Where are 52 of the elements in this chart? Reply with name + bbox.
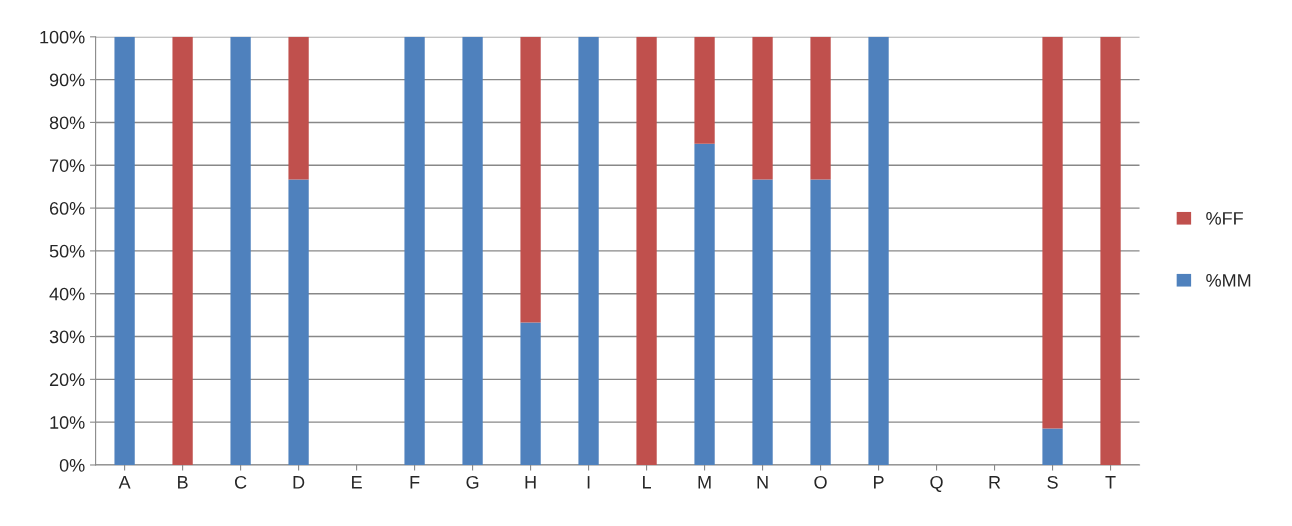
x-tick-label: H: [525, 476, 536, 489]
y-tick-label: 50%: [49, 244, 85, 258]
bar: [694, 143, 715, 465]
bar: [172, 36, 193, 465]
y-tick-label: 60%: [49, 202, 85, 215]
bar: [752, 179, 773, 465]
y-tick-label: 80%: [49, 116, 85, 130]
y-tick-label: 0%: [59, 458, 85, 472]
bar: [520, 322, 541, 465]
x-tick-label: B: [178, 476, 188, 489]
x-tick-label: R: [989, 476, 1001, 489]
x-tick-label: L: [643, 476, 651, 489]
bar: [578, 36, 599, 465]
x-tick-label: S: [1047, 475, 1058, 489]
x-tick-label: D: [293, 476, 305, 489]
bar: [404, 36, 425, 465]
bar: [462, 36, 483, 465]
y-tick-label: 90%: [49, 73, 85, 87]
bar: [1042, 36, 1063, 429]
x-tick-label: T: [1105, 476, 1116, 489]
x-tick-label: F: [410, 476, 420, 489]
bar: [288, 179, 309, 465]
bar: [114, 36, 135, 465]
x-tick-label: A: [118, 476, 131, 489]
x-tick-label: I: [587, 476, 590, 489]
bar: [810, 36, 831, 180]
x-tick-label: Q: [930, 475, 943, 492]
bar: [636, 36, 657, 465]
bar: [1042, 428, 1063, 465]
x-tick-label: E: [352, 476, 362, 489]
y-tick-label: 40%: [49, 287, 85, 301]
x-tick-label: M: [698, 476, 711, 489]
bar: [230, 36, 251, 465]
y-tick-label: 70%: [49, 159, 85, 172]
bar: [752, 36, 773, 180]
x-tick-label: P: [874, 476, 884, 489]
legend-label: %FF: [1206, 212, 1243, 225]
x-tick-label: N: [757, 476, 768, 489]
y-tick-label: 30%: [49, 330, 85, 344]
x-tick-label: O: [814, 475, 827, 489]
bar: [868, 36, 889, 465]
bar: [810, 179, 831, 465]
bar: [694, 36, 715, 144]
y-tick-label: 100%: [40, 30, 85, 44]
bar: [520, 36, 541, 323]
bar: [288, 36, 309, 180]
bar: [1100, 36, 1121, 465]
x-tick-label: G: [466, 475, 479, 489]
y-tick-label: 10%: [50, 416, 85, 429]
x-tick-label: C: [235, 475, 247, 489]
y-tick-label: 20%: [49, 373, 85, 387]
legend-label: %MM: [1206, 274, 1251, 287]
